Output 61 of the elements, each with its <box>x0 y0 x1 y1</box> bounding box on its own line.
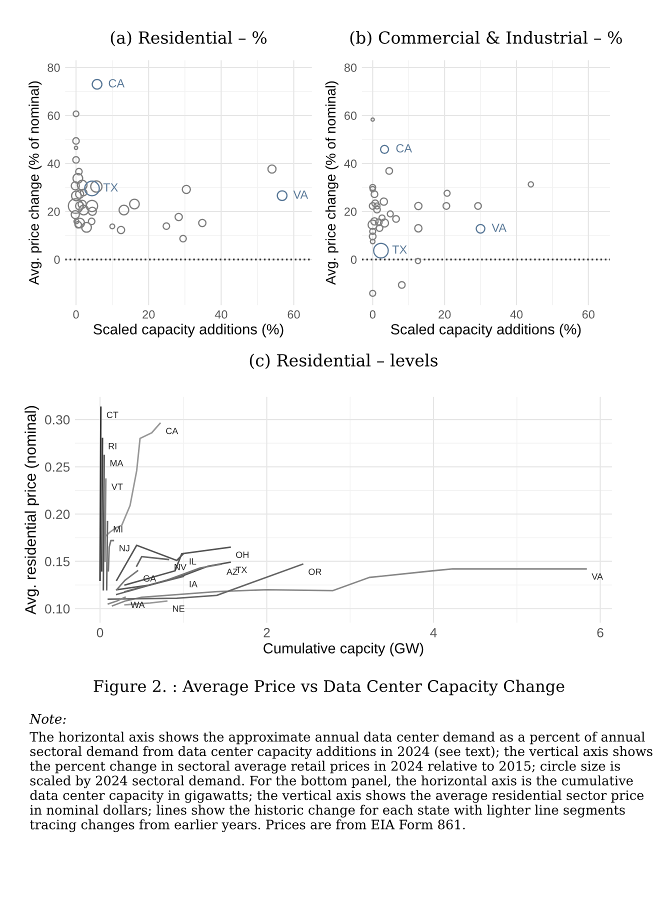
y-axis-title: Avg. residential price (nominal) <box>24 406 39 615</box>
x-tick-label: 6 <box>597 628 604 638</box>
series-label: IL <box>190 558 196 565</box>
y-tick-label: 80 <box>344 64 357 72</box>
x-axis-title: Scaled capacity additions (%) <box>390 324 581 338</box>
x-tick-label: 40 <box>214 310 228 319</box>
x-tick-label: 0 <box>73 310 79 319</box>
chart-title: (b) Commercial & Industrial – % <box>350 30 622 46</box>
text: Note: <box>29 714 66 724</box>
x-tick-label: 0 <box>370 310 376 319</box>
y-tick-label: 0.20 <box>44 510 70 520</box>
annotation: TX <box>392 246 407 254</box>
x-tick-label: 60 <box>288 310 300 319</box>
annotation: CA <box>108 79 125 88</box>
series-label: OH <box>236 552 248 558</box>
x-tick-label: 0 <box>96 628 104 638</box>
series-label: WA <box>130 602 145 608</box>
x-tick-label: 60 <box>582 310 594 319</box>
series-label: CA <box>166 428 178 434</box>
y-tick-label: 80 <box>48 64 60 72</box>
y-tick-label: 40 <box>47 160 60 168</box>
series-label: MA <box>110 460 124 466</box>
y-tick-label: 20 <box>344 208 357 216</box>
y-tick-label: 60 <box>48 112 60 120</box>
y-tick-label: 40 <box>344 160 357 168</box>
x-axis-title: Scaled capacity additions (%) <box>94 324 284 338</box>
text: The horizontal axis shows the approximate annual data center demand as a percent of annual sectoral demand from data center capacity additions in 2024 (see text); the vertical axis shows the percent change in sectoral average retail prices in 2024 relative to 2015; circle size is scaled by 2024 sectoral demand. For the bottom panel, the horizontal axis is the cumulative data center capacity in gigawatts; the vertical axis shows the average residential sector price in nominal dollars; lines show the historic change for each state with lighter line segments tracing changes from earlier years. Prices are from EIA Form 861. <box>30 732 652 832</box>
annotation: VA <box>492 224 507 232</box>
x-tick-label: 2 <box>264 628 270 638</box>
y-axis-title: Avg. price change (% of nominal) <box>28 81 42 285</box>
series-label: TX <box>236 566 247 574</box>
series-label: NE <box>173 606 184 612</box>
x-tick-label: 40 <box>510 310 523 319</box>
y-tick-label: 0.25 <box>44 462 70 472</box>
series-label: MI <box>114 526 122 532</box>
chart-title: (a) Residential – % <box>110 30 267 46</box>
y-tick-label: 0.30 <box>44 415 70 424</box>
series-label: OR <box>308 568 322 575</box>
y-tick-label: 0.15 <box>44 556 70 566</box>
x-axis-title: Cumulative capcity (GW) <box>264 642 424 656</box>
x-tick-label: 20 <box>142 310 155 319</box>
chart-title: (c) Residential – levels <box>250 354 438 369</box>
series-label: NJ <box>120 545 130 552</box>
y-tick-label: 20 <box>48 208 60 216</box>
series-label: VA <box>592 573 604 580</box>
y-axis-title: Avg. price change (% of nominal) <box>325 81 338 285</box>
x-tick-label: 20 <box>438 310 451 319</box>
series-label: RI <box>108 442 116 450</box>
annotation: CA <box>396 144 412 153</box>
y-tick-label: 60 <box>344 112 357 120</box>
caption: Figure 2. : Average Price vs Data Center Capacity Change <box>94 680 564 696</box>
annotation: TX <box>103 183 118 192</box>
series-label: AZ <box>226 568 238 575</box>
series-label: IA <box>190 580 198 588</box>
y-tick-label: 0.10 <box>44 604 70 614</box>
x-tick-label: 4 <box>430 628 437 638</box>
annotation: VA <box>293 190 308 199</box>
y-tick-label: 0 <box>350 256 357 264</box>
series-label: CT <box>106 412 118 418</box>
series-label: VT <box>111 484 123 490</box>
y-tick-label: 0 <box>54 256 60 264</box>
